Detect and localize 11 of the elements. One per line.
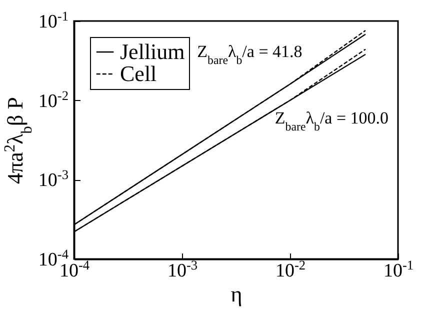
x-tick-label: 10$^{-3}$ [167,257,198,282]
y-tick-label: 10$^{-3}$ [38,166,69,192]
y-tick-label: 10$^{-2}$ [38,87,68,112]
annotation: Z$_{bare}$λ$_{b}$/a = 100.0 [274,108,389,134]
x-tick-label: 10$^{-1}$ [383,257,414,282]
x-tick-label: 10$^{-2}$ [275,257,306,282]
legend-label: Jellium [120,39,185,64]
x-axis-title: η [230,282,242,306]
legend-label: Cell [120,61,157,86]
y-tick-label: 10$^{-1}$ [38,8,68,32]
annotation: Z$_{bare}$λ$_{b}$/a = 41.8 [197,42,302,67]
